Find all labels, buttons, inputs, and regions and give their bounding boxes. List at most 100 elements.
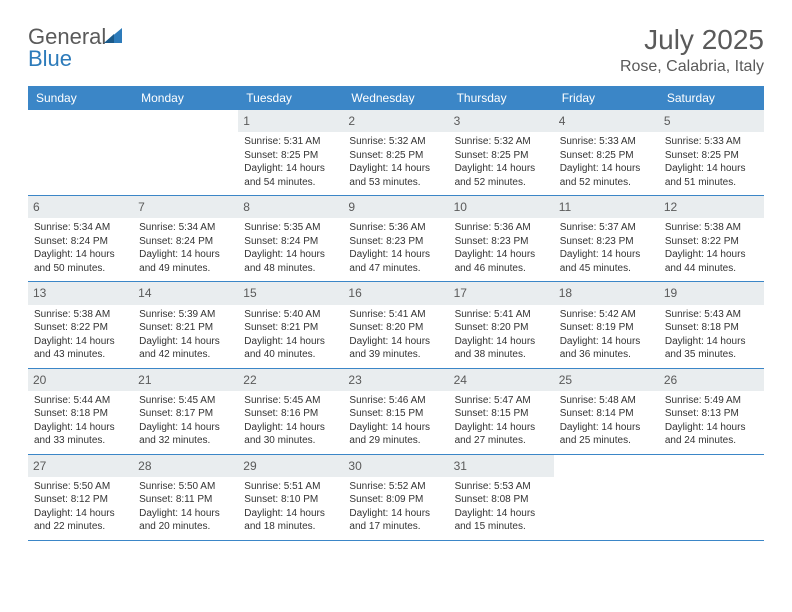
week-row: 27Sunrise: 5:50 AMSunset: 8:12 PMDayligh… [28,455,764,541]
day-cell: 16Sunrise: 5:41 AMSunset: 8:20 PMDayligh… [343,282,448,367]
day-cell: 10Sunrise: 5:36 AMSunset: 8:23 PMDayligh… [449,196,554,281]
week-row: 20Sunrise: 5:44 AMSunset: 8:18 PMDayligh… [28,369,764,455]
day-cell: ·· [554,455,659,540]
day-cell: 22 Sunrise: 5:45 AMSunset: 8:16 PMDayligh… [238,369,343,454]
day-details: Sunrise: 5:35 AMSunset: 8:24 PMDaylight:… [242,221,339,275]
day-details: Sunrise: 5:32 AMSunset: 8:25 PMDaylight:… [453,135,550,189]
day-details: Sunrise: 5:36 AMSunset: 8:23 PMDaylight:… [347,221,444,275]
day-number: 13 [28,282,133,304]
day-cell: 21 Sunrise: 5:45 AMSunset: 8:17 PMDayligh… [133,369,238,454]
day-number: 8 [238,196,343,218]
day-cell: 4 Sunrise: 5:33 AMSunset: 8:25 PMDaylight… [554,110,659,195]
day-number: 6 [28,196,133,218]
day-number: 4 [554,110,659,132]
day-details: Sunrise: 5:38 AMSunset: 8:22 PMDaylight:… [32,308,129,362]
day-cell: 9 Sunrise: 5:36 AMSunset: 8:23 PMDaylight… [343,196,448,281]
day-cell: 20Sunrise: 5:44 AMSunset: 8:18 PMDayligh… [28,369,133,454]
day-cell: 14 Sunrise: 5:39 AMSunset: 8:21 PMDayligh… [133,282,238,367]
day-number: 14 [133,282,238,304]
day-number: 5 [659,110,764,132]
day-details: Sunrise: 5:37 AMSunset: 8:23 PMDaylight:… [558,221,655,275]
day-details: Sunrise: 5:34 AMSunset: 8:24 PMDaylight:… [137,221,234,275]
day-details: Sunrise: 5:53 AMSunset: 8:08 PMDaylight:… [453,480,550,534]
day-number: 19 [659,282,764,304]
day-cell: 17 Sunrise: 5:41 AMSunset: 8:20 PMDayligh… [449,282,554,367]
day-cell: 18 Sunrise: 5:42 AMSunset: 8:19 PMDayligh… [554,282,659,367]
logo-text-blue: Blue [28,46,72,71]
day-cell: 23 Sunrise: 5:46 AMSunset: 8:15 PMDayligh… [343,369,448,454]
day-number: 18 [554,282,659,304]
day-cell: 28Sunrise: 5:50 AMSunset: 8:11 PMDayligh… [133,455,238,540]
day-details: Sunrise: 5:46 AMSunset: 8:15 PMDaylight:… [347,394,444,448]
day-number: 17 [449,282,554,304]
day-number: 25 [554,369,659,391]
day-cell: ·· [659,455,764,540]
weekday-header: Saturday [659,86,764,110]
day-number: 3 [449,110,554,132]
day-number: 11 [554,196,659,218]
day-cell: ·· [28,110,133,195]
day-details: Sunrise: 5:48 AMSunset: 8:14 PMDaylight:… [558,394,655,448]
day-details: Sunrise: 5:39 AMSunset: 8:21 PMDaylight:… [137,308,234,362]
day-cell: 7 Sunrise: 5:34 AMSunset: 8:24 PMDaylight… [133,196,238,281]
day-number: 1 [238,110,343,132]
day-cell: 13 Sunrise: 5:38 AMSunset: 8:22 PMDayligh… [28,282,133,367]
day-details: Sunrise: 5:47 AMSunset: 8:15 PMDaylight:… [453,394,550,448]
day-number: 10 [449,196,554,218]
day-number: 24 [449,369,554,391]
day-cell: 1 Sunrise: 5:31 AMSunset: 8:25 PMDaylight… [238,110,343,195]
logo: General Blue [28,26,126,70]
day-number: 29 [238,455,343,477]
day-number: 30 [343,455,448,477]
day-cell: 31 Sunrise: 5:53 AMSunset: 8:08 PMDayligh… [449,455,554,540]
day-number: 27 [28,455,133,477]
day-details: Sunrise: 5:31 AMSunset: 8:25 PMDaylight:… [242,135,339,189]
day-number: 31 [449,455,554,477]
day-cell: 11 Sunrise: 5:37 AMSunset: 8:23 PMDayligh… [554,196,659,281]
day-details: Sunrise: 5:41 AMSunset: 8:20 PMDaylight:… [453,308,550,362]
day-number: 2 [343,110,448,132]
day-number: 15 [238,282,343,304]
weekday-header: Tuesday [238,86,343,110]
day-number: 22 [238,369,343,391]
day-number: 26 [659,369,764,391]
day-number: 28 [133,455,238,477]
day-cell: 3 Sunrise: 5:32 AMSunset: 8:25 PMDaylight… [449,110,554,195]
header: General Blue July 2025 Rose, Calabria, I… [28,24,764,76]
day-cell: 24 Sunrise: 5:47 AMSunset: 8:15 PMDayligh… [449,369,554,454]
day-cell: 8 Sunrise: 5:35 AMSunset: 8:24 PMDaylight… [238,196,343,281]
day-cell: 19 Sunrise: 5:43 AMSunset: 8:18 PMDayligh… [659,282,764,367]
day-cell: 26Sunrise: 5:49 AMSunset: 8:13 PMDayligh… [659,369,764,454]
day-cell: 2Sunrise: 5:32 AMSunset: 8:25 PMDaylight… [343,110,448,195]
day-details: Sunrise: 5:52 AMSunset: 8:09 PMDaylight:… [347,480,444,534]
day-number: 9 [343,196,448,218]
calendar: Sunday Monday Tuesday Wednesday Thursday… [28,86,764,541]
day-details: Sunrise: 5:40 AMSunset: 8:21 PMDaylight:… [242,308,339,362]
day-details: Sunrise: 5:45 AMSunset: 8:17 PMDaylight:… [137,394,234,448]
logo-sail-icon [104,26,126,44]
day-cell: 15 Sunrise: 5:40 AMSunset: 8:21 PMDayligh… [238,282,343,367]
weekday-header: Friday [554,86,659,110]
location-text: Rose, Calabria, Italy [620,58,764,76]
weekday-header: Wednesday [343,86,448,110]
day-details: Sunrise: 5:33 AMSunset: 8:25 PMDaylight:… [558,135,655,189]
week-row: 6Sunrise: 5:34 AMSunset: 8:24 PMDaylight… [28,196,764,282]
day-number: 7 [133,196,238,218]
day-number: 16 [343,282,448,304]
page-title: July 2025 [620,24,764,56]
day-cell: 30 Sunrise: 5:52 AMSunset: 8:09 PMDayligh… [343,455,448,540]
day-details: Sunrise: 5:42 AMSunset: 8:19 PMDaylight:… [558,308,655,362]
day-details: Sunrise: 5:45 AMSunset: 8:16 PMDaylight:… [242,394,339,448]
day-details: Sunrise: 5:43 AMSunset: 8:18 PMDaylight:… [663,308,760,362]
day-cell: 25 Sunrise: 5:48 AMSunset: 8:14 PMDayligh… [554,369,659,454]
day-cell: 5Sunrise: 5:33 AMSunset: 8:25 PMDaylight… [659,110,764,195]
day-number: 12 [659,196,764,218]
day-number: 23 [343,369,448,391]
day-number: 21 [133,369,238,391]
day-cell: 6 Sunrise: 5:34 AMSunset: 8:24 PMDaylight… [28,196,133,281]
day-details: Sunrise: 5:34 AMSunset: 8:24 PMDaylight:… [32,221,129,275]
day-cell: 29Sunrise: 5:51 AMSunset: 8:10 PMDayligh… [238,455,343,540]
weekday-header-row: Sunday Monday Tuesday Wednesday Thursday… [28,86,764,110]
day-number: 20 [28,369,133,391]
day-cell: 12Sunrise: 5:38 AMSunset: 8:22 PMDayligh… [659,196,764,281]
